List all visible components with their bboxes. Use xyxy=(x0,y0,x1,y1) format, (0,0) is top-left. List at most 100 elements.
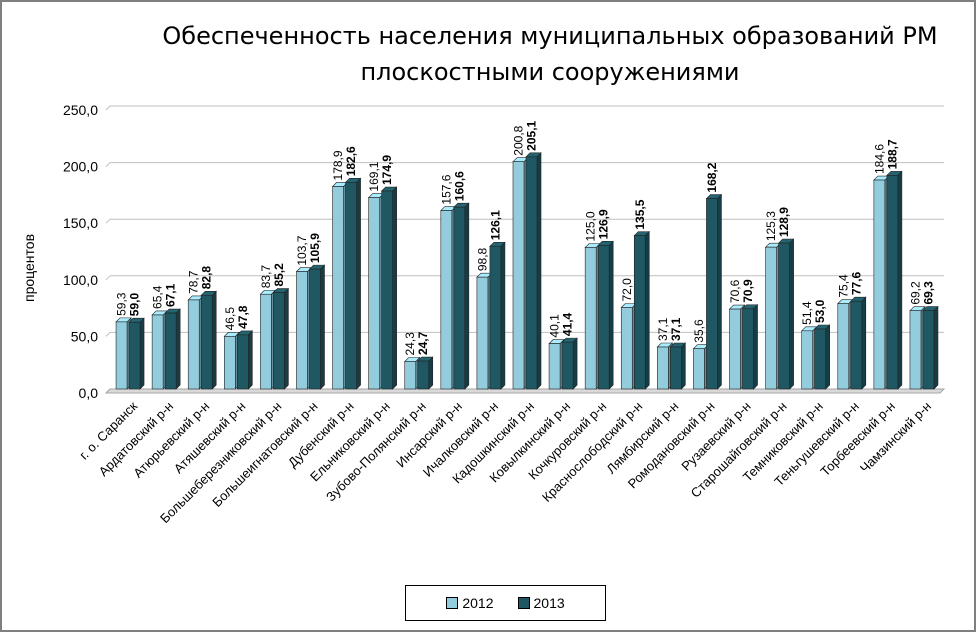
bar-2013-side xyxy=(500,241,506,390)
bar-2013 xyxy=(489,241,506,390)
bar-2013-front xyxy=(273,292,285,390)
bar-2012-front xyxy=(368,197,380,390)
bar-2012-front xyxy=(296,271,308,390)
data-label-2013: 126,1 xyxy=(488,210,502,240)
data-label-2012: 37,1 xyxy=(656,317,670,341)
bar-2013-front xyxy=(561,341,574,390)
bar-2013-front xyxy=(597,245,610,390)
chart-title: Обеспеченность населения муниципальных о… xyxy=(120,18,976,90)
bar-2013 xyxy=(597,240,614,390)
bar-2013 xyxy=(236,330,254,390)
bar-2013 xyxy=(813,324,831,390)
bar-2013 xyxy=(272,287,290,390)
data-label-2012: 98,8 xyxy=(475,247,489,271)
bar-2013-side xyxy=(681,342,686,390)
bar-2013-side xyxy=(536,152,542,390)
data-label-2013: 105,9 xyxy=(308,233,322,263)
legend-swatch-2012 xyxy=(446,597,459,609)
bar-2012-front xyxy=(620,307,633,390)
data-label-2013: 128,9 xyxy=(777,207,791,237)
bar-2013-front xyxy=(489,245,502,390)
bar-2013-front xyxy=(525,156,538,390)
gridline-depth xyxy=(105,162,111,167)
legend-label-2013: 2013 xyxy=(533,595,565,611)
legend-item-2013: 2013 xyxy=(517,595,565,611)
data-label-2013: 67,1 xyxy=(164,283,178,307)
bar-2012-front xyxy=(440,210,453,390)
bar-2013-front xyxy=(200,294,213,390)
data-label-2012: 59,3 xyxy=(115,292,129,316)
legend-swatch-2013 xyxy=(517,597,530,609)
bar-2012-front xyxy=(693,348,705,390)
data-label-2013: 41,4 xyxy=(561,312,575,336)
bar-2013-front xyxy=(778,242,790,390)
bar-2012-front xyxy=(873,179,886,390)
data-label-2013: 85,2 xyxy=(272,263,286,287)
data-label-2013: 174,9 xyxy=(380,155,394,185)
legend-label-2012: 2012 xyxy=(462,595,494,611)
data-label-2013: 126,9 xyxy=(597,209,611,239)
bar-2013-side xyxy=(572,337,578,390)
data-label-2012: 169,1 xyxy=(367,161,381,191)
data-label-2013: 205,1 xyxy=(525,120,539,150)
data-label-2013: 69,3 xyxy=(921,281,935,305)
bar-2012-front xyxy=(476,276,489,390)
data-label-2012: 24,3 xyxy=(403,332,417,356)
y-tick-label: 50,0 xyxy=(71,328,98,344)
bar-2013-side xyxy=(320,264,325,390)
bar-2012-front xyxy=(548,343,561,390)
bar-2013-side xyxy=(825,324,830,390)
bar-2013 xyxy=(128,317,145,390)
y-tick-label: 150,0 xyxy=(63,215,98,231)
bar-2012-front xyxy=(404,361,417,390)
data-label-2012: 200,8 xyxy=(512,125,526,155)
bar-2013 xyxy=(886,170,903,390)
gridline-depth xyxy=(105,332,111,337)
bar-2013-front xyxy=(633,235,646,390)
bar-2013-front xyxy=(381,190,393,390)
bar-2013-front xyxy=(922,310,935,390)
y-tick-label: 200,0 xyxy=(63,159,98,175)
bar-2013-side xyxy=(897,170,903,390)
bar-2012-front xyxy=(765,246,777,390)
bar-2013-front xyxy=(309,268,321,390)
bar-2013-front xyxy=(706,198,718,390)
bar-2013-side xyxy=(464,202,470,390)
bar-2013-side xyxy=(933,305,939,390)
bar-2013 xyxy=(453,202,470,390)
bar-2013 xyxy=(850,296,867,390)
bar-2013 xyxy=(777,238,795,390)
bar-2013-front xyxy=(237,334,249,390)
bar-2013 xyxy=(705,193,723,390)
bar-2013-front xyxy=(453,206,466,390)
bar-2013-front xyxy=(742,308,754,390)
bar-2012-front xyxy=(512,161,525,390)
bar-2013 xyxy=(561,337,578,390)
data-label-2013: 59,0 xyxy=(128,293,142,317)
bar-2013-front xyxy=(850,300,863,390)
chart-title-line-2: плоскостными сооружениями xyxy=(360,58,740,86)
bar-2013 xyxy=(633,230,650,390)
data-label-2013: 77,6 xyxy=(849,271,863,295)
bar-2012-front xyxy=(837,303,850,390)
bar-2013 xyxy=(417,356,434,390)
bar-2013-front xyxy=(814,328,826,390)
bar-2013-side xyxy=(789,238,794,390)
bar-2013-side xyxy=(211,290,217,390)
bar-2013 xyxy=(669,342,687,390)
bar-2013 xyxy=(741,304,759,390)
gridline-depth xyxy=(105,218,111,224)
data-label-2012: 75,4 xyxy=(836,274,850,298)
data-label-2012: 83,7 xyxy=(259,265,273,289)
bar-2013-front xyxy=(345,181,357,390)
bar-2013-front xyxy=(417,360,430,390)
bar-2013-side xyxy=(392,186,397,390)
bar-2013 xyxy=(380,186,398,390)
y-axis-label: процентов xyxy=(21,234,37,302)
bar-2013 xyxy=(344,177,362,390)
bar-2012-front xyxy=(260,293,272,390)
data-label-2013: 70,9 xyxy=(741,279,755,303)
bar-2013-side xyxy=(644,230,650,390)
bar-2012-front xyxy=(115,321,128,390)
